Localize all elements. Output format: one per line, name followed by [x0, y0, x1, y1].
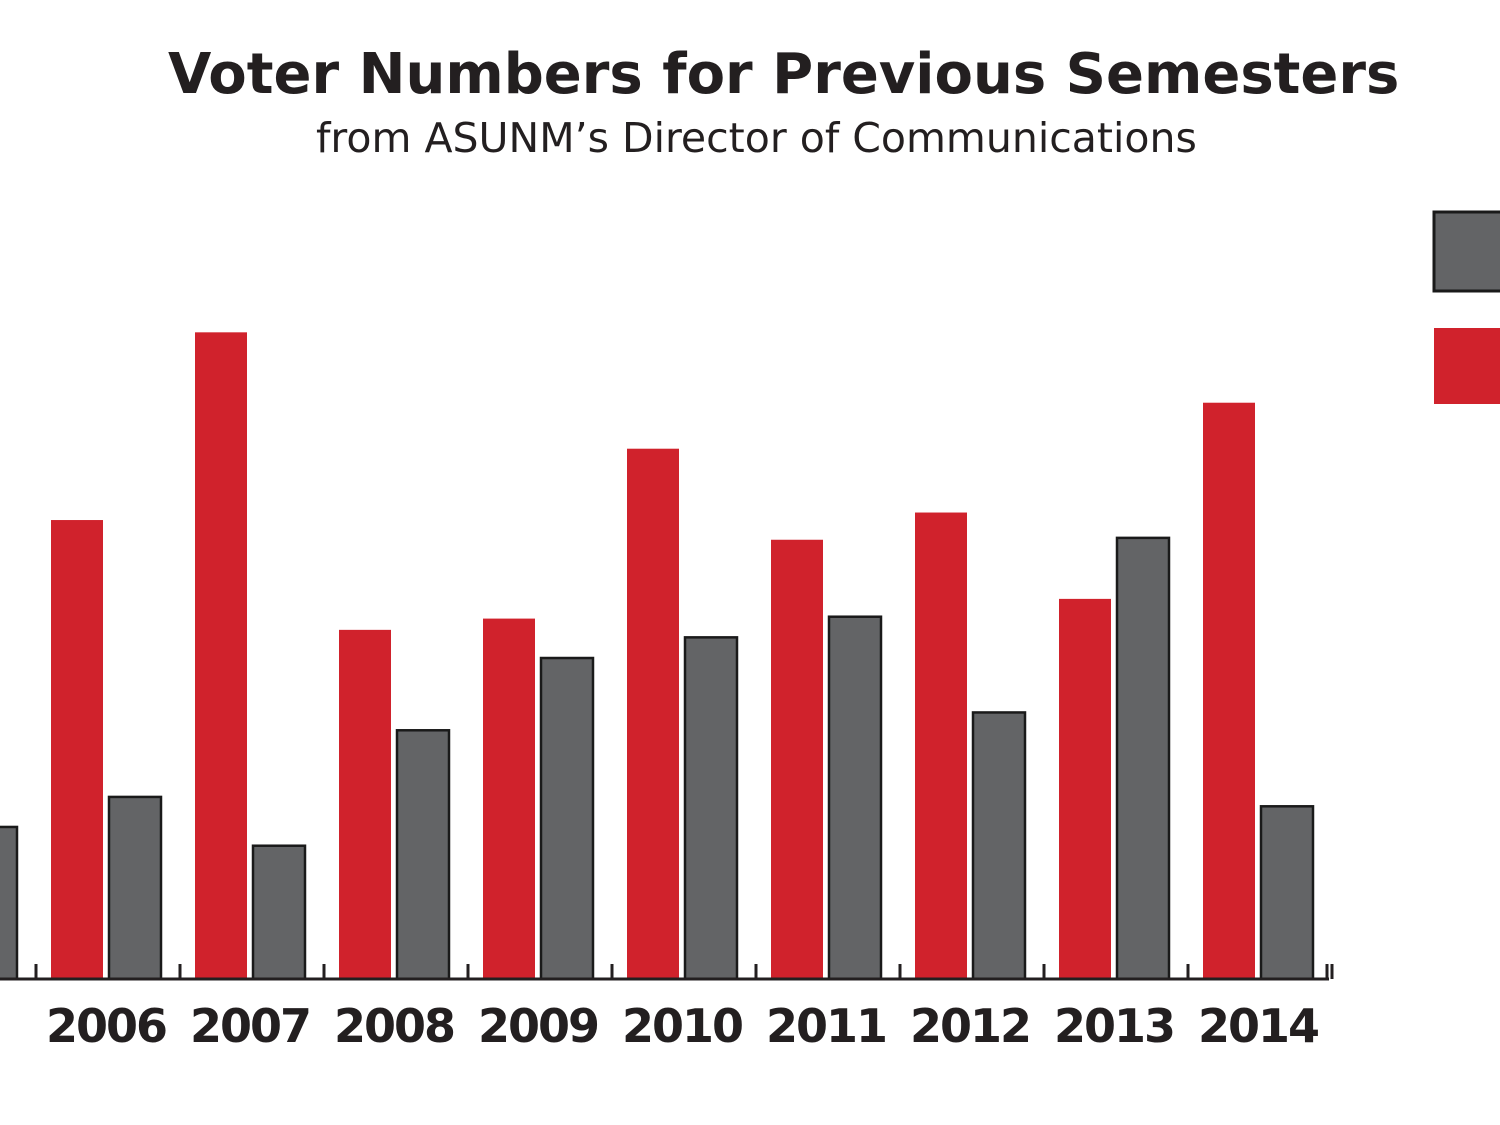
bar-2010-series-1	[627, 448, 679, 979]
bar-2014-series-2	[1259, 805, 1315, 981]
x-tick-label-2009: 2009	[478, 999, 598, 1053]
bar-2011-series-1	[771, 539, 823, 979]
x-tick-label-2014: 2014	[1198, 999, 1318, 1053]
bar-2008-series-1	[339, 629, 391, 979]
bar-2012-series-1	[915, 512, 967, 979]
x-tick-label-2013: 2013	[1054, 999, 1174, 1053]
x-tick-label-2007: 2007	[190, 999, 310, 1053]
chart-title: Voter Numbers for Previous Semesters	[168, 42, 1400, 107]
bar-2011-series-2	[827, 615, 883, 981]
bar-2009-series-1	[483, 618, 535, 979]
x-tick-label-2010: 2010	[622, 999, 742, 1053]
x-tick-label-2011: 2011	[766, 999, 886, 1053]
bar-2014-series-1	[1203, 402, 1255, 979]
x-axis	[0, 964, 1334, 981]
bar-2005-series-2	[0, 825, 19, 981]
x-tick-labels: 5200620072008200920102011201220132014	[46, 999, 1320, 1053]
bar-2006-series-2	[107, 795, 163, 981]
x-tick-label-2006: 2006	[46, 999, 166, 1053]
x-tick-label-2008: 2008	[334, 999, 454, 1053]
bar-2012-series-2	[971, 711, 1027, 981]
x-tick-label-2012: 2012	[910, 999, 1030, 1053]
bar-2010-series-2	[683, 636, 739, 981]
bar-2009-series-2	[539, 656, 595, 981]
bar-2007-series-1	[195, 332, 247, 979]
bars-group	[0, 332, 1315, 981]
legend-swatch-2	[1434, 328, 1500, 404]
legend-swatch-1	[1432, 210, 1500, 293]
bar-2013-series-1	[1059, 598, 1111, 979]
bar-2007-series-2	[251, 844, 307, 981]
bar-2006-series-1	[51, 520, 103, 979]
bar-2008-series-2	[395, 729, 451, 981]
bar-2013-series-2	[1115, 536, 1171, 981]
legend	[1432, 210, 1500, 404]
chart-subtitle: from ASUNM’s Director of Communications	[316, 114, 1197, 162]
